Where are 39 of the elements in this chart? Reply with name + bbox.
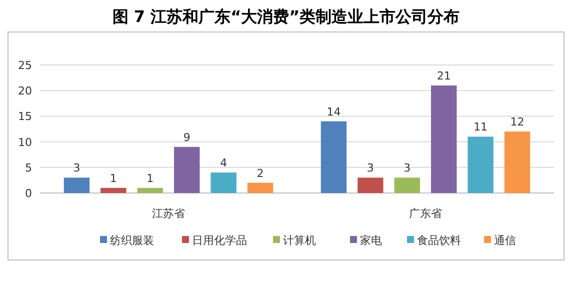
bar: [100, 188, 126, 193]
data-label: 3: [366, 162, 374, 175]
bar: [137, 188, 163, 193]
y-tick-label: 20: [18, 84, 32, 98]
data-label: 4: [220, 156, 228, 170]
bar: [210, 172, 236, 193]
bar: [468, 136, 494, 193]
data-label: 14: [326, 105, 341, 118]
data-label: 1: [146, 172, 154, 185]
bar: [64, 178, 90, 193]
legend-label: 计算机: [283, 234, 316, 247]
legend-label: 日用化学品: [192, 234, 247, 247]
legend-label: 纺织服装: [110, 234, 154, 247]
legend-label: 食品饮料: [417, 234, 461, 247]
data-label: 2: [256, 166, 264, 180]
y-tick-label: 15: [18, 110, 32, 124]
y-tick-label: 5: [25, 161, 32, 174]
bar: [247, 182, 274, 193]
data-label: 11: [474, 120, 488, 134]
bar: [431, 85, 457, 193]
y-tick-label: 0: [25, 187, 32, 200]
legend-label: 通信: [494, 234, 516, 247]
data-label: 9: [183, 130, 190, 144]
y-tick-label: 10: [18, 136, 32, 149]
bar: [174, 146, 200, 193]
bar: [394, 178, 420, 193]
data-label: 3: [73, 162, 80, 175]
data-label: 3: [404, 162, 411, 175]
chart-title: 图 7 江苏和广东“大消费”类制造业上市公司分布: [112, 7, 460, 26]
bar: [358, 178, 384, 193]
data-label: 1: [110, 172, 117, 185]
x-tick-label: 江苏省: [152, 207, 185, 220]
y-tick-label: 25: [18, 59, 32, 72]
x-tick-label: 广东省: [409, 207, 442, 220]
legend-label: 家电: [360, 234, 382, 247]
bar: [320, 121, 347, 193]
data-label: 12: [510, 116, 524, 129]
data-label: 21: [436, 69, 451, 82]
bar: [504, 132, 530, 193]
